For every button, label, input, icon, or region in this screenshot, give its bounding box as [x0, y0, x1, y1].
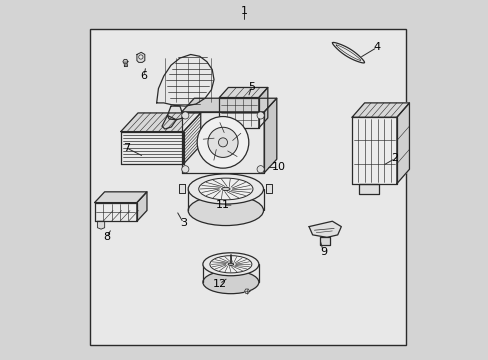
Circle shape — [197, 117, 248, 168]
Text: 10: 10 — [271, 162, 285, 172]
Polygon shape — [122, 59, 128, 64]
Text: 7: 7 — [122, 143, 129, 153]
Text: 5: 5 — [248, 82, 255, 92]
Polygon shape — [219, 98, 258, 128]
Polygon shape — [167, 106, 183, 120]
Polygon shape — [308, 221, 341, 237]
Circle shape — [218, 138, 227, 147]
Ellipse shape — [188, 174, 263, 204]
Polygon shape — [244, 289, 249, 293]
Polygon shape — [182, 112, 264, 173]
Polygon shape — [332, 42, 364, 63]
Ellipse shape — [209, 256, 251, 273]
Text: 1: 1 — [241, 6, 247, 17]
Circle shape — [207, 127, 238, 157]
Polygon shape — [319, 237, 329, 244]
Polygon shape — [124, 62, 126, 66]
Polygon shape — [224, 128, 241, 136]
Text: 12: 12 — [212, 279, 226, 289]
Text: 9: 9 — [319, 247, 326, 257]
Polygon shape — [162, 116, 176, 129]
Ellipse shape — [221, 187, 229, 191]
Ellipse shape — [198, 178, 252, 200]
Polygon shape — [183, 113, 201, 164]
Polygon shape — [351, 103, 408, 117]
Text: 2: 2 — [391, 153, 398, 163]
Polygon shape — [258, 87, 267, 128]
Circle shape — [257, 166, 264, 173]
Polygon shape — [94, 203, 137, 221]
Ellipse shape — [203, 253, 258, 276]
Polygon shape — [219, 87, 267, 98]
Circle shape — [257, 112, 264, 119]
Polygon shape — [396, 103, 408, 184]
Ellipse shape — [203, 271, 258, 294]
Polygon shape — [121, 132, 183, 164]
Text: 11: 11 — [216, 200, 229, 210]
Polygon shape — [266, 184, 272, 193]
Polygon shape — [137, 192, 147, 221]
Polygon shape — [179, 184, 185, 193]
Circle shape — [139, 55, 142, 59]
Polygon shape — [156, 54, 214, 106]
Text: 8: 8 — [102, 232, 110, 242]
Text: 4: 4 — [373, 42, 380, 52]
Bar — [90, 30, 405, 345]
Ellipse shape — [227, 263, 233, 265]
Circle shape — [182, 166, 188, 173]
Text: 6: 6 — [141, 71, 147, 81]
Polygon shape — [351, 117, 396, 184]
Polygon shape — [94, 192, 147, 203]
Circle shape — [182, 112, 188, 119]
Polygon shape — [264, 98, 276, 173]
Polygon shape — [97, 221, 104, 229]
Text: 3: 3 — [180, 218, 186, 228]
Polygon shape — [121, 113, 201, 132]
Polygon shape — [137, 52, 144, 62]
Polygon shape — [182, 98, 276, 112]
Ellipse shape — [188, 195, 263, 226]
Polygon shape — [359, 184, 378, 194]
